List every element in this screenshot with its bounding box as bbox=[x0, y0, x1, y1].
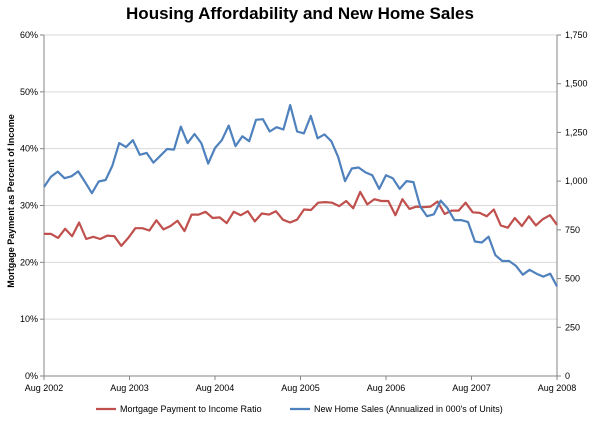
y-tick-label: 40% bbox=[20, 144, 38, 154]
legend: Mortgage Payment to Income Ratio New Home… bbox=[96, 404, 503, 414]
x-tick-label: Aug 2006 bbox=[367, 383, 406, 393]
y-tick-label: 0% bbox=[25, 371, 38, 381]
legend-label: Mortgage Payment to Income Ratio bbox=[120, 404, 262, 414]
y-tick-label: 30% bbox=[20, 201, 38, 211]
x-tick-label: Aug 2007 bbox=[452, 383, 491, 393]
legend-label: New Home Sales (Annualized in 000's of U… bbox=[314, 404, 503, 414]
y2-tick-label: 750 bbox=[565, 225, 580, 235]
y2-tick-label: 0 bbox=[565, 371, 570, 381]
series-line bbox=[44, 190, 558, 247]
y-tick-label: 50% bbox=[20, 87, 38, 97]
x-tick-label: Aug 2004 bbox=[196, 383, 235, 393]
gridlines bbox=[44, 34, 557, 377]
y-tick-label: 60% bbox=[20, 30, 38, 40]
series-layer bbox=[43, 103, 558, 287]
y-tick-label: 20% bbox=[20, 257, 38, 267]
y2-tick-label: 1,750 bbox=[565, 30, 588, 40]
x-tick-label: Aug 2005 bbox=[281, 383, 320, 393]
x-tick-label: Aug 2003 bbox=[110, 383, 149, 393]
series-line bbox=[43, 103, 558, 287]
chart-title: Housing Affordability and New Home Sales bbox=[126, 4, 474, 23]
y2-tick-label: 1,000 bbox=[565, 176, 588, 186]
y2-tick-label: 1,500 bbox=[565, 79, 588, 89]
x-tick-label: Aug 2008 bbox=[538, 383, 577, 393]
x-tick-label: Aug 2002 bbox=[25, 383, 64, 393]
y2-tick-label: 500 bbox=[565, 274, 580, 284]
y-tick-label: 10% bbox=[20, 314, 38, 324]
axes: 0% 10% 20% 30% 40% 50% 60% 0 250 500 750 1,000 1,250… bbox=[20, 30, 588, 393]
y2-tick-label: 250 bbox=[565, 322, 580, 332]
y2-tick-label: 1,250 bbox=[565, 127, 588, 137]
